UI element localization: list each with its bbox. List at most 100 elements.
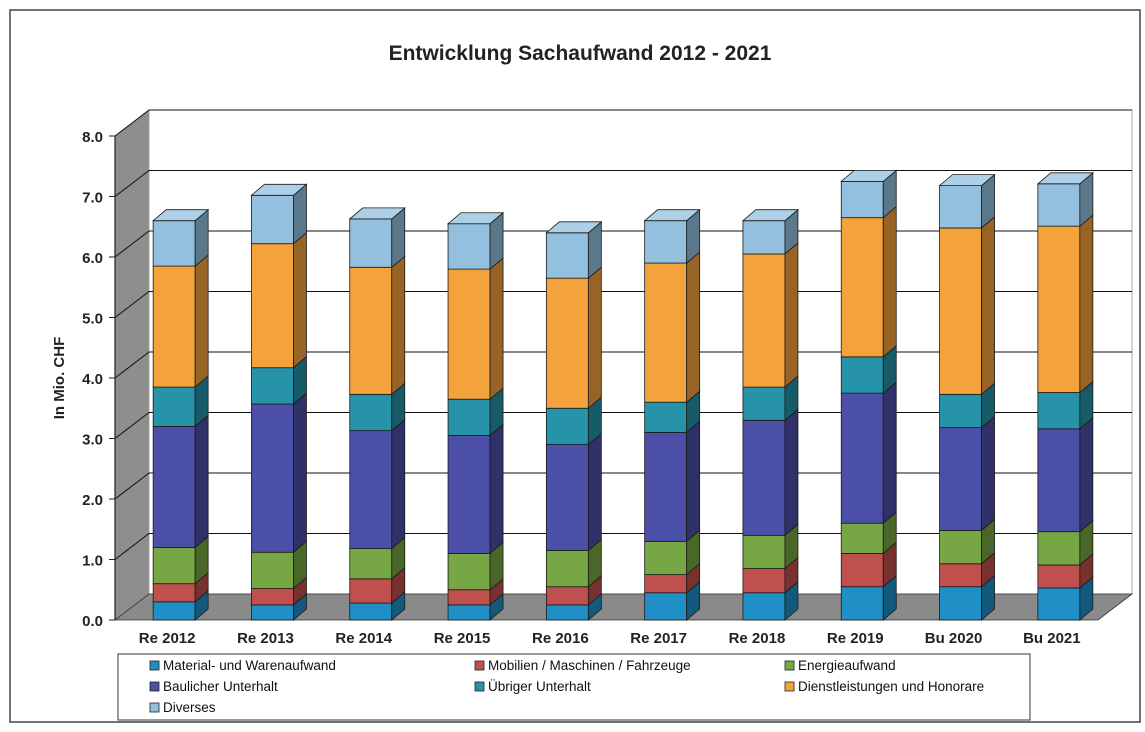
bar-front xyxy=(939,427,982,531)
x-tick-label: Re 2017 xyxy=(630,630,687,647)
bar-front xyxy=(840,217,884,358)
gridline xyxy=(114,351,1132,379)
bar-segment xyxy=(349,536,406,580)
bar-side xyxy=(1079,214,1094,394)
legend-label: Dienstleistungen und Honorare xyxy=(798,679,984,694)
bar-front xyxy=(349,548,393,580)
bar-segment xyxy=(644,251,701,404)
bar-side xyxy=(587,266,602,410)
bar-front xyxy=(742,534,786,569)
bar-segment xyxy=(545,574,602,606)
gridline xyxy=(114,291,1132,318)
x-tick-label: Re 2015 xyxy=(434,630,491,647)
bar-segment xyxy=(840,344,897,394)
bar-front xyxy=(152,583,196,603)
chart-title: Entwicklung Sachaufwand 2012 - 2021 xyxy=(389,42,772,65)
bar-front xyxy=(939,563,982,588)
bar-segment xyxy=(742,523,799,570)
legend-label: Mobilien / Maschinen / Fahrzeuge xyxy=(488,658,691,673)
bar-side xyxy=(686,251,701,404)
bar-front xyxy=(447,589,491,606)
bar-front xyxy=(840,180,884,219)
legend-item: Energieaufwand xyxy=(784,658,896,673)
bar-segment xyxy=(840,381,897,525)
bar-front xyxy=(840,586,884,621)
bar-front xyxy=(152,220,196,267)
y-tick-label: 7.0 xyxy=(82,190,103,207)
bar-front xyxy=(251,194,294,245)
bar-front xyxy=(840,522,884,554)
bar-front xyxy=(939,530,982,565)
bar-front xyxy=(1037,587,1081,621)
bar-side xyxy=(391,418,406,550)
bar-front xyxy=(447,223,491,270)
bar-segment xyxy=(939,518,995,565)
legend-item: Mobilien / Maschinen / Fahrzeuge xyxy=(474,658,691,673)
bar-front xyxy=(644,592,688,621)
legend-swatch xyxy=(784,681,795,692)
bar-front xyxy=(644,401,688,433)
bar-front xyxy=(545,444,589,551)
bar-segment xyxy=(742,375,799,422)
bar-segment xyxy=(447,423,504,555)
bar-segment xyxy=(250,183,308,245)
bar-front xyxy=(447,268,491,400)
bar-front xyxy=(251,243,294,369)
bar-side xyxy=(391,255,406,396)
bar-front xyxy=(742,386,786,421)
bar-front xyxy=(644,540,688,576)
bar-segment xyxy=(152,208,210,267)
bar-segment xyxy=(152,254,209,388)
bar-segment xyxy=(741,208,800,255)
bar-side xyxy=(981,415,995,532)
bar-segment xyxy=(1037,416,1094,533)
bar-side xyxy=(489,423,504,555)
bar-front xyxy=(1037,428,1081,533)
bar-front xyxy=(644,432,688,542)
bar-segment xyxy=(447,387,504,437)
bar-front xyxy=(1037,392,1081,430)
y-tick-label: 1.0 xyxy=(82,553,103,570)
bar-segment xyxy=(152,535,209,585)
bar-front xyxy=(742,220,786,255)
bar-front xyxy=(152,547,196,585)
bar-front xyxy=(349,602,393,621)
bar-segment xyxy=(939,216,995,396)
bar-side xyxy=(194,254,209,388)
legend-item: Übriger Unterhalt xyxy=(474,679,591,694)
bar-front xyxy=(349,430,393,550)
bar-segment xyxy=(349,382,406,432)
bar-segment xyxy=(840,574,897,621)
bar-front xyxy=(644,262,688,403)
bar-front xyxy=(939,586,982,621)
x-tick-label: Re 2016 xyxy=(532,630,589,647)
bar-segment xyxy=(939,415,995,532)
bar-segment xyxy=(1037,380,1094,430)
bar-segment xyxy=(1037,576,1094,621)
y-tick-label: 4.0 xyxy=(82,371,103,388)
bar-front xyxy=(251,367,294,405)
bar-segment xyxy=(840,511,897,555)
x-tick-label: Re 2013 xyxy=(237,630,294,647)
bar-segment xyxy=(840,169,898,219)
bar-segment xyxy=(251,540,307,590)
bar-front xyxy=(840,356,884,394)
bar-top xyxy=(643,209,701,222)
bar-segment xyxy=(644,420,701,543)
bars xyxy=(152,169,1094,621)
bar-segment xyxy=(644,529,701,576)
gridline xyxy=(114,109,1132,137)
bar-segment xyxy=(545,432,602,552)
bar-side xyxy=(1079,416,1094,533)
bar-segment xyxy=(152,414,209,549)
y-tick-label: 8.0 xyxy=(82,129,103,146)
y-tick-label: 3.0 xyxy=(82,432,103,449)
legend-item: Dienstleistungen und Honorare xyxy=(784,679,984,694)
bar-segment xyxy=(840,205,897,358)
y-tick-label: 0.0 xyxy=(82,613,103,630)
x-tick-label: Re 2014 xyxy=(335,630,392,647)
bar-side xyxy=(489,257,504,401)
bar-segment xyxy=(545,220,603,280)
y-tick-label: 5.0 xyxy=(82,311,103,328)
